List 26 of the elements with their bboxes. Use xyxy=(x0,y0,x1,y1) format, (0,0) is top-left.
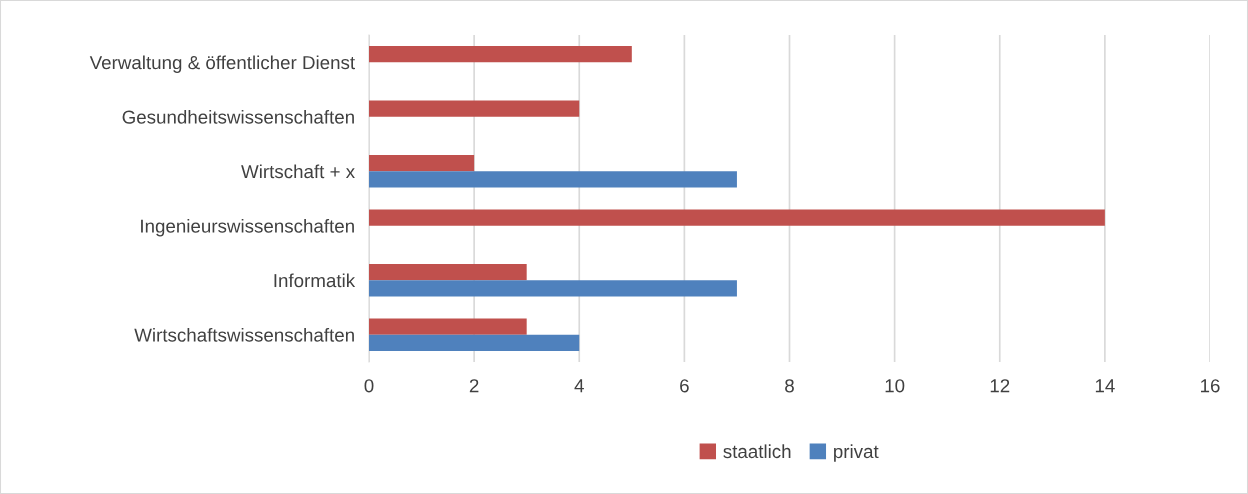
x-tick-label: 12 xyxy=(990,379,1010,393)
bar xyxy=(369,263,527,281)
x-tick-label: 6 xyxy=(680,379,689,393)
y-tick-label: Wirtschaft + x xyxy=(241,164,355,179)
y-tick-label: Gesundheitswissenschaften xyxy=(122,109,354,124)
x-tick-label: 4 xyxy=(574,379,584,393)
bar xyxy=(369,45,632,63)
y-tick-label: Informatik xyxy=(274,273,356,288)
bar xyxy=(369,318,527,335)
bar xyxy=(369,334,580,352)
bar xyxy=(369,280,737,297)
bar xyxy=(369,209,1105,226)
bar xyxy=(369,100,580,117)
y-tick-label: Ingenieurswissenschaften xyxy=(141,218,354,237)
x-tick-label: 16 xyxy=(1201,379,1220,393)
y-tick-label: Wirtschaftswissenschaften xyxy=(134,327,354,342)
x-tick-label: 8 xyxy=(785,379,794,393)
x-tick-label: 2 xyxy=(469,379,479,393)
legend-label: privat xyxy=(834,444,879,462)
x-tick-label: 10 xyxy=(885,379,905,393)
y-tick-label: Verwaltung & öffentlicher Dienst xyxy=(89,55,355,73)
x-tick-label: 14 xyxy=(1095,379,1115,393)
legend-label: staatlich xyxy=(723,444,791,459)
bar xyxy=(369,154,475,172)
bar xyxy=(369,171,737,188)
x-tick-label: 0 xyxy=(364,379,374,393)
